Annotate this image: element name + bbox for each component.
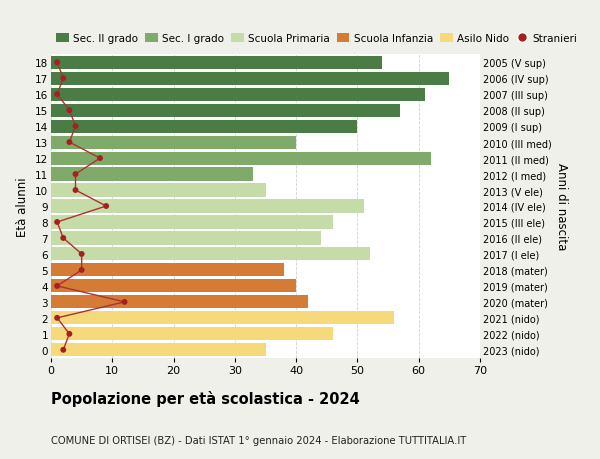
Bar	[51, 120, 358, 134]
Point	[58, 235, 68, 242]
Point	[58, 75, 68, 83]
Bar	[51, 73, 449, 85]
Bar	[51, 216, 333, 229]
Bar	[51, 328, 333, 341]
Point	[65, 139, 74, 146]
Point	[65, 330, 74, 338]
Y-axis label: Anni di nascita: Anni di nascita	[555, 163, 568, 250]
Bar	[51, 56, 382, 70]
Point	[58, 347, 68, 354]
Point	[95, 155, 105, 162]
Bar	[51, 232, 320, 245]
Bar	[51, 312, 394, 325]
Bar	[51, 104, 400, 118]
Point	[101, 203, 111, 210]
Bar	[51, 184, 265, 197]
Y-axis label: Età alunni: Età alunni	[16, 177, 29, 236]
Bar	[51, 343, 265, 357]
Point	[71, 187, 80, 194]
Bar	[51, 168, 253, 181]
Bar	[51, 248, 370, 261]
Point	[120, 298, 130, 306]
Point	[52, 219, 62, 226]
Point	[77, 251, 86, 258]
Bar	[51, 136, 296, 149]
Bar	[51, 280, 296, 293]
Bar	[51, 152, 431, 165]
Text: Popolazione per età scolastica - 2024: Popolazione per età scolastica - 2024	[51, 390, 360, 406]
Point	[65, 107, 74, 115]
Point	[52, 59, 62, 67]
Text: COMUNE DI ORTISEI (BZ) - Dati ISTAT 1° gennaio 2024 - Elaborazione TUTTITALIA.IT: COMUNE DI ORTISEI (BZ) - Dati ISTAT 1° g…	[51, 435, 466, 445]
Bar	[51, 89, 425, 101]
Bar	[51, 200, 364, 213]
Point	[52, 91, 62, 99]
Point	[52, 314, 62, 322]
Point	[71, 171, 80, 179]
Point	[77, 267, 86, 274]
Bar	[51, 296, 308, 309]
Point	[52, 283, 62, 290]
Point	[71, 123, 80, 130]
Bar	[51, 264, 284, 277]
Legend: Sec. II grado, Sec. I grado, Scuola Primaria, Scuola Infanzia, Asilo Nido, Stran: Sec. II grado, Sec. I grado, Scuola Prim…	[56, 34, 578, 44]
